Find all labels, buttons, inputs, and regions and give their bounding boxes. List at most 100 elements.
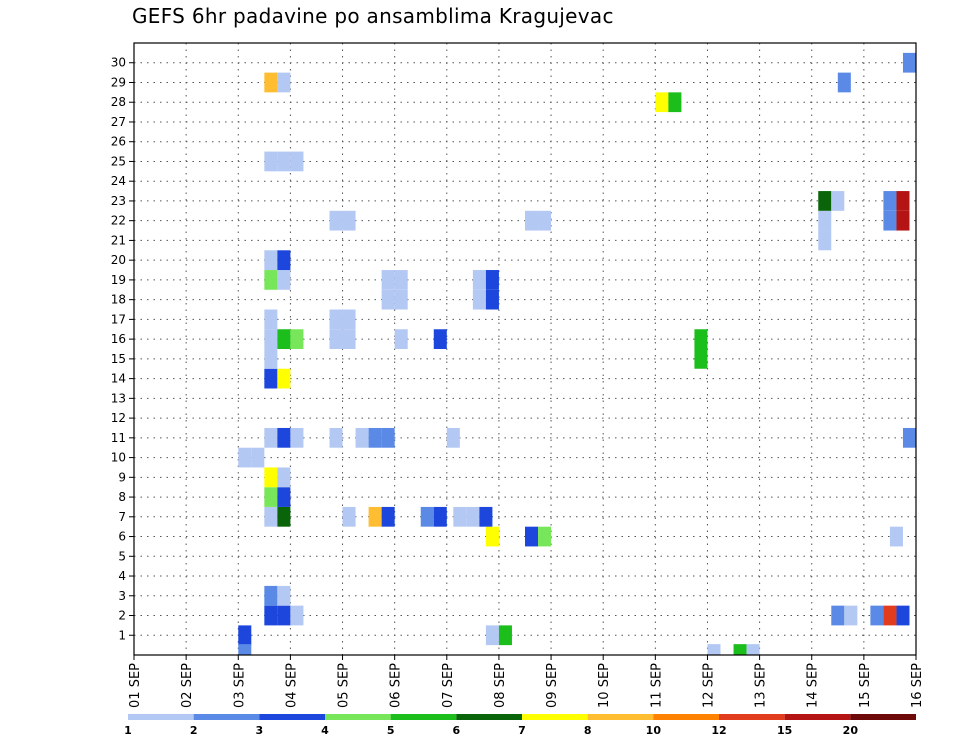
colorbar-label: 1: [124, 724, 132, 737]
chart-title: GEFS 6hr padavine po ansamblima Kragujev…: [132, 4, 614, 28]
colorbar-label: 4: [321, 724, 329, 737]
y-tick-label: 30: [111, 56, 126, 70]
plot-frame: [133, 42, 917, 656]
x-tick-label: 04 SEP: [284, 663, 299, 708]
x-tick-label: 15 SEP: [858, 663, 873, 708]
heatmap-cell: [277, 72, 291, 93]
heatmap-cell: [818, 191, 832, 211]
heatmap-cell: [264, 329, 278, 349]
heatmap-cell: [368, 506, 382, 527]
x-tick-label: 09 SEP: [545, 663, 560, 708]
heatmap-cell: [264, 250, 278, 271]
heatmap-cell: [238, 625, 252, 646]
heatmap-cell: [277, 585, 291, 606]
y-tick-label: 13: [111, 391, 126, 405]
heatmap-cell: [883, 210, 897, 231]
y-tick-label: 22: [111, 214, 126, 228]
heatmap-cell: [251, 447, 265, 468]
heatmap-cell: [883, 605, 897, 626]
heatmap-cell: [277, 329, 291, 349]
heatmap-cell: [329, 329, 343, 349]
heatmap-cell: [472, 289, 486, 310]
x-tick-label: 14 SEP: [806, 663, 821, 708]
colorbar-swatch: [784, 714, 851, 720]
y-tick-label: 20: [111, 253, 126, 267]
heatmap-cell: [831, 605, 845, 626]
heatmap-cell: [746, 644, 760, 655]
colorbar-swatch: [587, 714, 654, 720]
y-tick-label: 19: [111, 273, 126, 287]
colorbar-swatch: [850, 714, 916, 720]
heatmap-cell: [329, 309, 343, 330]
heatmap-cell: [264, 585, 278, 606]
heatmap-cell: [342, 329, 356, 349]
heatmap-cell: [264, 368, 278, 389]
colorbar-swatch: [193, 714, 260, 720]
heatmap-cell: [264, 427, 278, 448]
heatmap-cell: [525, 526, 539, 547]
heatmap-cell: [668, 92, 682, 113]
heatmap-cell: [485, 270, 499, 290]
heatmap-cell: [277, 605, 291, 626]
heatmap-cell: [479, 506, 493, 527]
y-tick-label: 9: [118, 470, 126, 484]
y-tick-label: 11: [111, 431, 126, 445]
heatmap-cell: [264, 605, 278, 626]
x-tick-label: 16 SEP: [910, 663, 925, 708]
heatmap-cell: [883, 191, 897, 211]
heatmap-cell: [394, 289, 408, 310]
y-tick-label: 26: [111, 135, 126, 149]
heatmap-cell: [498, 625, 512, 646]
heatmap-cell: [342, 309, 356, 330]
y-tick-label: 5: [118, 549, 126, 563]
heatmap-cell: [329, 427, 343, 448]
y-tick-label: 16: [111, 332, 126, 346]
x-tick-label: 02 SEP: [180, 663, 195, 708]
heatmap-cell: [420, 506, 434, 527]
heatmap-cell: [896, 605, 910, 626]
colorbar-label: 5: [387, 724, 395, 737]
y-tick-label: 27: [111, 115, 126, 129]
y-tick-label: 28: [111, 95, 126, 109]
heatmap-cell: [329, 210, 343, 231]
y-tick-label: 4: [118, 569, 126, 583]
x-axis-ticks: 01 SEP 02 SEP 03 SEP 04 SEP 05 SEP 06 SEP 07 S…: [128, 655, 925, 708]
heatmap-cell: [831, 191, 845, 211]
y-tick-label: 29: [111, 75, 126, 89]
heatmap-cell: [290, 427, 304, 448]
y-tick-label: 25: [111, 154, 126, 168]
heatmap-cell: [472, 270, 486, 290]
y-axis-ticks: 1234567891011121314151617181920212223242…: [111, 56, 134, 642]
y-tick-label: 21: [111, 233, 126, 247]
x-tick-label: 03 SEP: [232, 663, 247, 708]
heatmap-cell: [381, 270, 395, 290]
heatmap-cell: [277, 250, 291, 271]
heatmap-cell: [381, 506, 395, 527]
heatmap-cell: [264, 349, 278, 369]
heatmap-cell: [277, 427, 291, 448]
heatmap-cell: [433, 506, 447, 527]
heatmap-cell: [837, 72, 851, 93]
colorbar-label: 20: [843, 724, 859, 737]
heatmap-cell: [818, 210, 832, 231]
y-tick-label: 10: [111, 451, 126, 465]
heatmap-cell: [290, 329, 304, 349]
x-tick-label: 11 SEP: [649, 663, 664, 708]
heatmap-cell: [381, 427, 395, 448]
x-tick-label: 07 SEP: [441, 663, 456, 708]
heatmap-cell: [896, 191, 910, 211]
heatmap-cell: [264, 270, 278, 290]
heatmap-cell: [889, 526, 903, 547]
x-tick-label: 01 SEP: [128, 663, 143, 708]
heatmap-cell: [902, 427, 916, 448]
heatmap-cell: [902, 52, 916, 73]
heatmap-cell: [355, 427, 369, 448]
heatmap-cell: [655, 92, 669, 113]
heatmap-cell: [525, 210, 539, 231]
colorbar-label: 15: [777, 724, 792, 737]
y-tick-label: 18: [111, 293, 126, 307]
colorbar-swatch: [390, 714, 457, 720]
colorbar-label: 12: [711, 724, 726, 737]
heatmap-cell: [694, 349, 708, 369]
heatmap-cell: [264, 151, 278, 172]
